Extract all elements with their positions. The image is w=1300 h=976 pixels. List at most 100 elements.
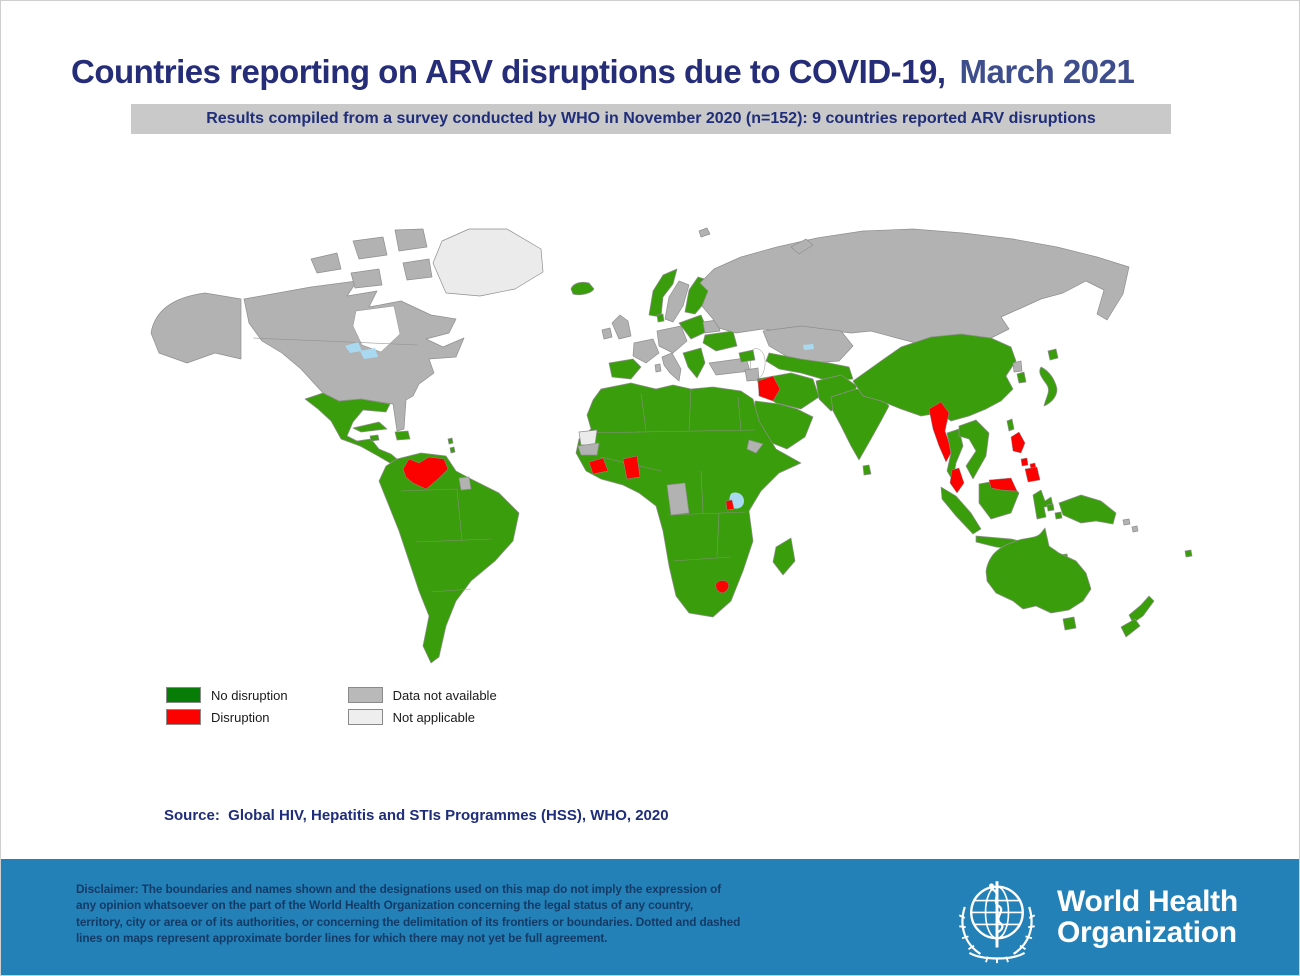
- island-sardinia: [654, 363, 662, 373]
- island-fiji: [1184, 549, 1193, 558]
- who-logo: World Health Organization: [951, 867, 1251, 969]
- hudson-bay: [352, 305, 401, 353]
- country-burundi: [725, 499, 735, 511]
- legend-item-disruption: Disruption: [166, 709, 288, 725]
- map-legend: No disruption Data not available Disrupt…: [166, 687, 497, 725]
- country-norway: [648, 268, 678, 318]
- country-philippines-luzon: [1010, 431, 1026, 454]
- world-map: [150, 227, 1193, 664]
- japan-hokkaido: [1047, 348, 1059, 361]
- country-suriname: [458, 476, 472, 491]
- region-mexico-central-america: [304, 392, 398, 464]
- country-ghana: [622, 455, 641, 480]
- who-wordmark: World Health Organization: [1057, 885, 1238, 949]
- who-emblem-icon: [958, 881, 1036, 964]
- south-america-borders: [400, 488, 492, 593]
- moluccas: [1046, 503, 1063, 520]
- page-title: Countries reporting on ARV disruptions d…: [71, 53, 1135, 91]
- country-jamaica: [369, 434, 380, 442]
- region-iberia: [608, 358, 642, 380]
- country-madagascar: [772, 537, 796, 576]
- legend-swatch-disruption: [166, 709, 201, 725]
- country-hispaniola: [394, 430, 411, 441]
- who-wordmark-line2: Organization: [1057, 916, 1237, 949]
- country-alaska: [150, 292, 242, 364]
- region-gabon-congo: [666, 482, 690, 516]
- legend-label-not-applicable: Not applicable: [392, 709, 475, 725]
- legend-swatch-no-disruption: [166, 687, 201, 703]
- region-caucasus: [738, 349, 756, 363]
- country-iceland: [570, 281, 595, 296]
- solomon-islands: [1122, 518, 1139, 533]
- country-ukraine: [702, 330, 738, 352]
- region-russia-north-asia: [699, 228, 1130, 364]
- region-central-europe: [656, 325, 688, 354]
- who-wordmark-line1: World Health: [1057, 885, 1238, 919]
- country-united-kingdom: [611, 314, 632, 340]
- region-indochina: [958, 419, 990, 480]
- legend-label-data-not-available: Data not available: [392, 687, 497, 703]
- country-north-korea: [1012, 360, 1023, 373]
- legend-swatch-not-applicable: [347, 709, 383, 725]
- arctic-islands: [310, 228, 433, 289]
- region-middle-east-central-asia: [738, 348, 858, 450]
- country-eritrea: [746, 439, 764, 454]
- country-china: [852, 333, 1017, 422]
- svalbard: [698, 227, 711, 238]
- region-canada-usa: [243, 280, 465, 432]
- source-line: Source: Global HIV, Hepatitis and STIs P…: [164, 807, 669, 824]
- island-sumatra: [940, 486, 982, 535]
- country-greenland: [432, 228, 544, 297]
- title-main: Countries reporting on ARV disruptions d…: [71, 53, 946, 91]
- country-denmark: [656, 313, 665, 323]
- novaya-zemlya: [790, 238, 814, 255]
- region-north-america: [150, 228, 465, 432]
- island-new-guinea: [1058, 494, 1117, 525]
- country-lesotho: [715, 580, 729, 594]
- country-sweden: [664, 280, 690, 323]
- island-tasmania: [1062, 616, 1077, 631]
- legend-item-no-disruption: No disruption: [166, 687, 288, 703]
- new-zealand-south: [1120, 618, 1141, 638]
- lesser-antilles: [447, 437, 456, 454]
- country-south-korea: [1016, 371, 1027, 384]
- region-balkans-greece: [682, 347, 706, 379]
- region-western-sahara: [578, 429, 598, 446]
- africa-mainland: [575, 382, 802, 618]
- legend-label-no-disruption: No disruption: [211, 687, 288, 703]
- country-russia: [699, 228, 1130, 344]
- country-taiwan: [1006, 418, 1015, 432]
- country-liberia: [588, 457, 609, 475]
- country-sri-lanka: [862, 464, 872, 476]
- country-cuba: [352, 421, 388, 433]
- region-oceania: [985, 518, 1193, 638]
- region-south-east-asia: [830, 333, 1117, 561]
- footer-band: Disclaimer: The boundaries and names sho…: [1, 859, 1299, 975]
- title-date: March 2021: [959, 53, 1135, 91]
- legend-item-data-not-available: Data not available: [347, 687, 497, 703]
- subtitle-banner: Results compiled from a survey conducted…: [131, 104, 1171, 134]
- usa-canada-border: [252, 337, 419, 346]
- country-japan: [1039, 366, 1058, 407]
- country-venezuela: [402, 456, 449, 490]
- country-iraq: [757, 375, 781, 402]
- country-france: [632, 338, 660, 364]
- country-italy: [661, 352, 682, 382]
- new-zealand-north: [1128, 595, 1155, 624]
- lake-balkhash: [803, 344, 814, 350]
- region-senegal-gambia: [577, 442, 600, 456]
- country-malaysia-borneo: [988, 477, 1018, 492]
- country-philippines-mindanao: [1024, 466, 1041, 483]
- disclaimer-text: Disclaimer: The boundaries and names sho…: [76, 882, 741, 945]
- region-south-america: [378, 452, 520, 664]
- region-africa: [575, 382, 802, 618]
- legend-item-not-applicable: Not applicable: [347, 709, 497, 725]
- south-america-mainland: [378, 452, 520, 664]
- legend-swatch-data-not-available: [347, 687, 383, 703]
- country-australia: [985, 527, 1092, 614]
- country-malaysia-peninsula: [949, 467, 965, 494]
- great-lakes: [345, 342, 378, 359]
- legend-label-disruption: Disruption: [211, 709, 270, 725]
- country-ireland: [601, 327, 613, 340]
